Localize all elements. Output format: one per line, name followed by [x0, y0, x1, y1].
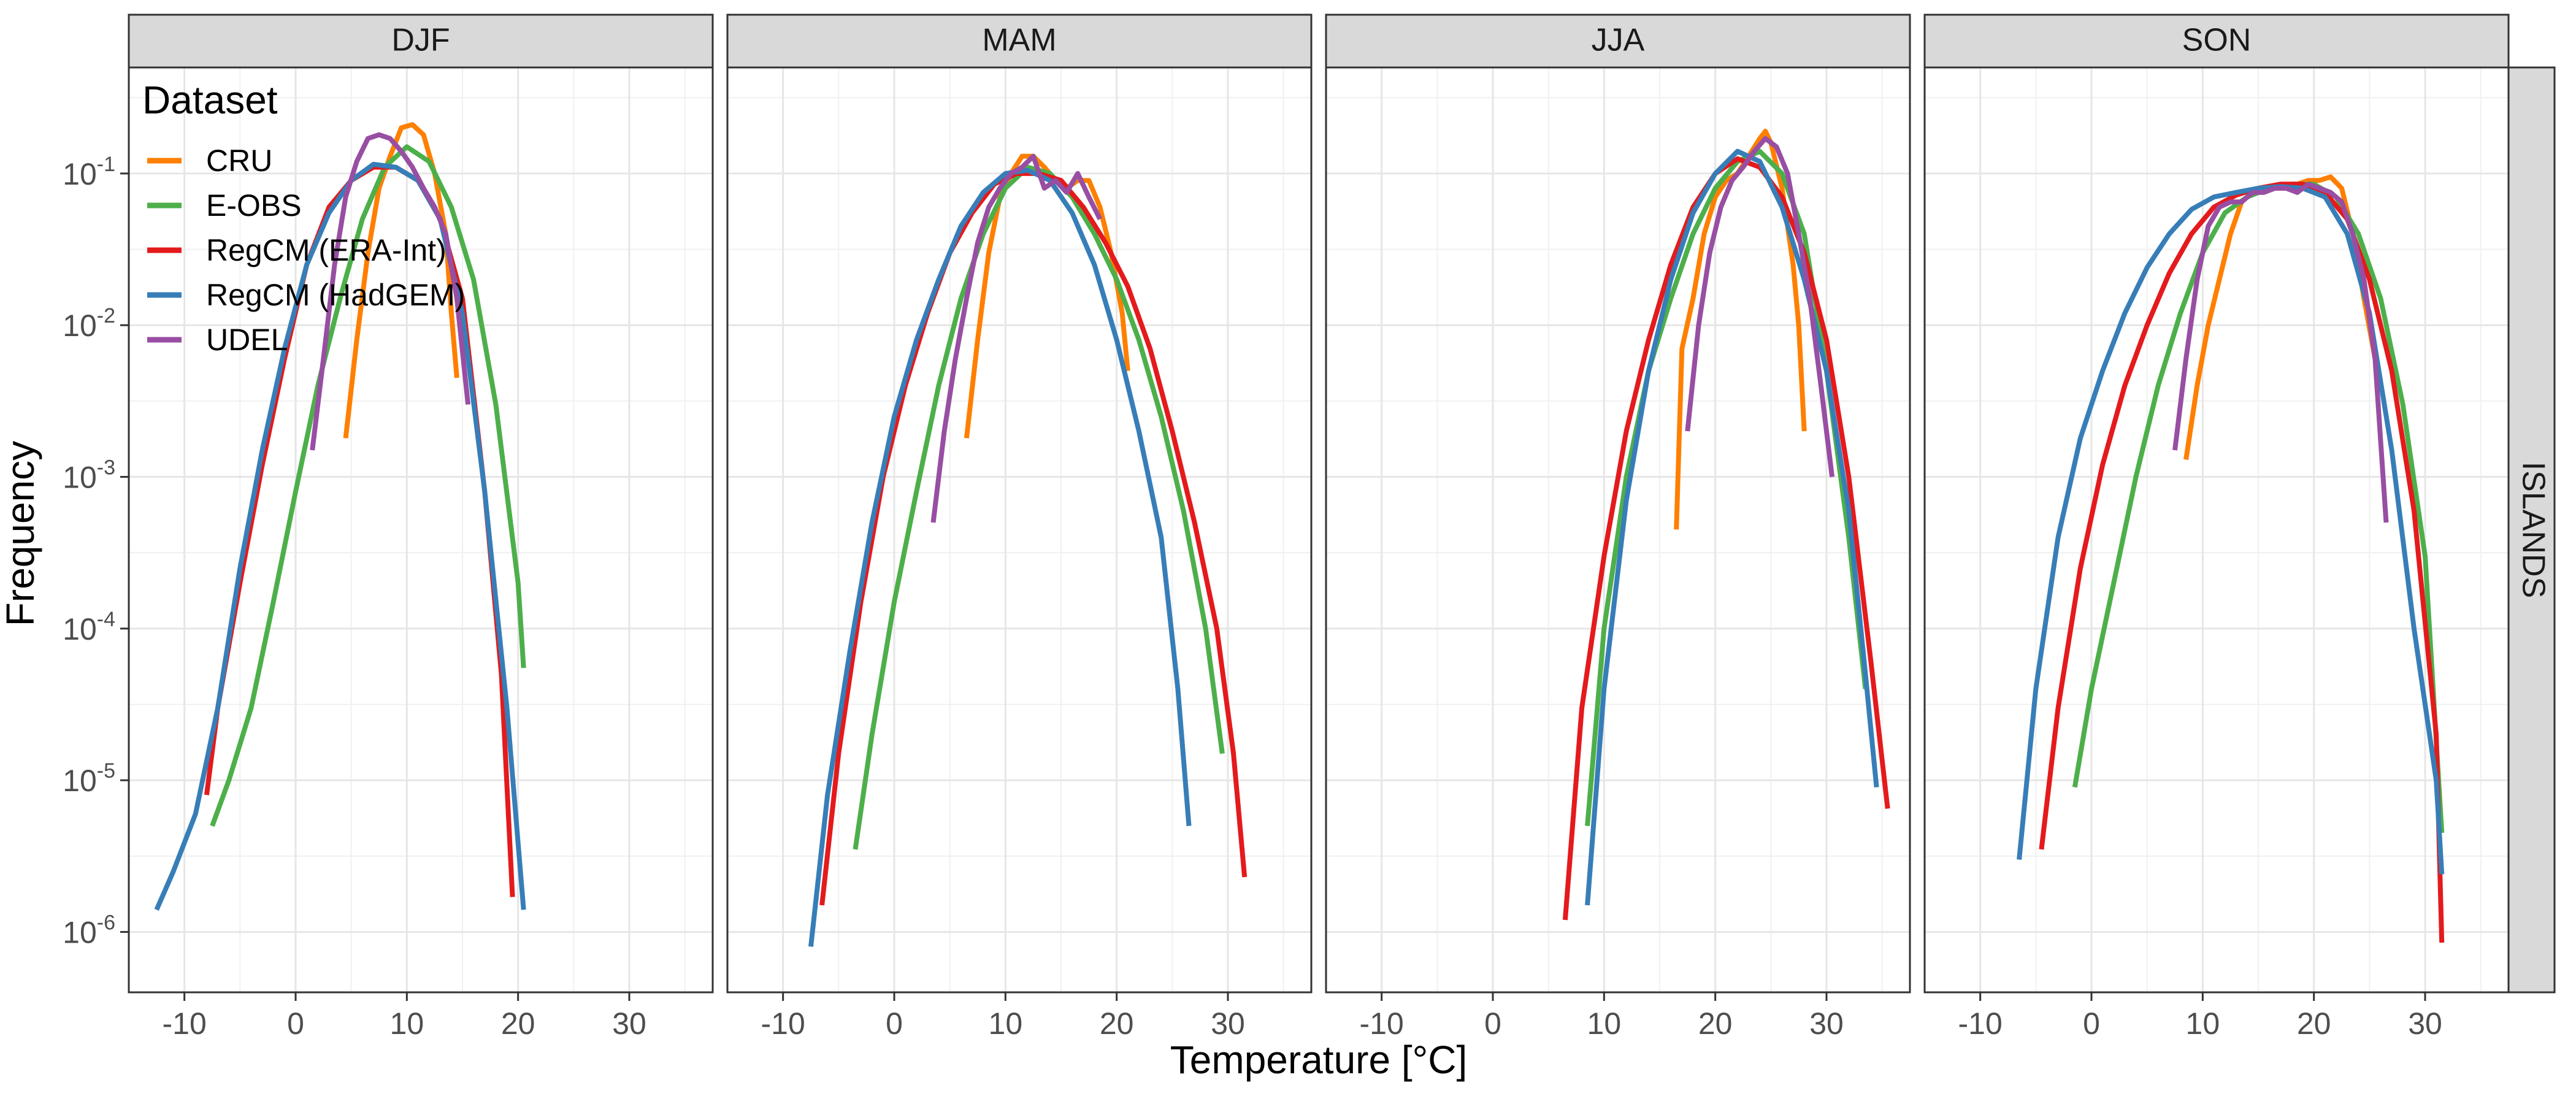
- series-line-udel: [2172, 182, 2389, 523]
- x-axis-title: Temperature [°C]: [1170, 1038, 1467, 1082]
- row-strip-label: ISLANDS: [2515, 462, 2551, 599]
- x-tick-label: 0: [287, 1006, 304, 1041]
- facet-strip: [1923, 13, 2510, 69]
- legend-label: RegCM (HadGEM): [206, 278, 465, 312]
- legend: Dataset CRU E-OBS RegCM (ERA-Int) RegCM (Ha…: [142, 78, 465, 357]
- facet-strip-label: MAM: [982, 23, 1056, 58]
- series-line-udel: [310, 132, 471, 451]
- facet-strip-label: SON: [2182, 23, 2252, 58]
- series-line-regcm-hadgem: [1585, 148, 1879, 906]
- y-tick-label: 10-2: [63, 304, 115, 343]
- y-axis-title: Frequency: [0, 441, 42, 626]
- facet-strip-label: DJF: [391, 23, 450, 58]
- series-line-regcm-era-int: [1562, 156, 1890, 921]
- x-tick-label: 20: [1100, 1006, 1134, 1041]
- panel-mam: MAM -10 0 10 20 30: [726, 13, 1313, 1041]
- x-tick-label: 10: [390, 1006, 424, 1041]
- panel-background: [727, 67, 1311, 992]
- series-line-regcm-hadgem: [154, 161, 526, 911]
- x-tick-label: -10: [1360, 1006, 1404, 1041]
- x-tick-label: 0: [1484, 1006, 1501, 1041]
- y-tick-label: 10-5: [63, 759, 115, 798]
- x-tick-label: 0: [2083, 1006, 2100, 1041]
- panels-layer: DJF -10 0 10 20 30 10-6 10-5 10-4 10-3 10-2 10-1 MAM…: [63, 13, 2510, 1041]
- y-tick-label: 10-4: [63, 608, 115, 646]
- x-tick-label: 10: [989, 1006, 1023, 1041]
- x-tick-label: -10: [163, 1006, 207, 1041]
- panel-jja: JJA -10 0 10 20 30: [1325, 13, 1911, 1041]
- y-tick-label: 10-1: [63, 153, 115, 191]
- x-tick-label: 20: [2297, 1006, 2331, 1041]
- legend-title: Dataset: [142, 78, 278, 122]
- series-line-udel: [1685, 136, 1835, 478]
- panel-son: SON -10 0 10 20 30: [1923, 13, 2510, 1041]
- panel-background: [129, 67, 713, 992]
- x-tick-label: -10: [761, 1006, 805, 1041]
- x-tick-label: 30: [1211, 1006, 1245, 1041]
- x-tick-label: 20: [501, 1006, 535, 1041]
- series-line-regcm-hadgem: [2017, 184, 2445, 875]
- facet-strip: [128, 13, 714, 69]
- x-tick-label: 30: [612, 1006, 646, 1041]
- x-tick-label: 20: [1698, 1006, 1733, 1041]
- series-line-e-obs: [210, 144, 526, 827]
- row-strip: [2507, 66, 2556, 994]
- facet-strip-label: JJA: [1592, 23, 1645, 58]
- x-tick-label: -10: [1958, 1006, 2003, 1041]
- panel-djf: DJF -10 0 10 20 30 10-6 10-5 10-4 10-3 10-2 10-1: [63, 13, 714, 1041]
- x-tick-label: 10: [2186, 1006, 2220, 1041]
- x-tick-label: 30: [1809, 1006, 1844, 1041]
- legend-label: CRU: [206, 144, 272, 178]
- y-tick-label: 10-3: [63, 456, 115, 495]
- legend-label: RegCM (ERA-Int): [206, 233, 447, 267]
- x-tick-label: 30: [2408, 1006, 2442, 1041]
- x-tick-label: 10: [1587, 1006, 1622, 1041]
- series-line-udel: [930, 153, 1103, 523]
- legend-label: E-OBS: [206, 188, 302, 223]
- facet-strip: [1325, 13, 1911, 69]
- facet-strip: [726, 13, 1313, 69]
- series-line-regcm-hadgem: [808, 167, 1192, 947]
- y-tick-label: 10-6: [63, 911, 115, 950]
- legend-label: UDEL: [206, 323, 288, 357]
- x-tick-label: 0: [886, 1006, 903, 1041]
